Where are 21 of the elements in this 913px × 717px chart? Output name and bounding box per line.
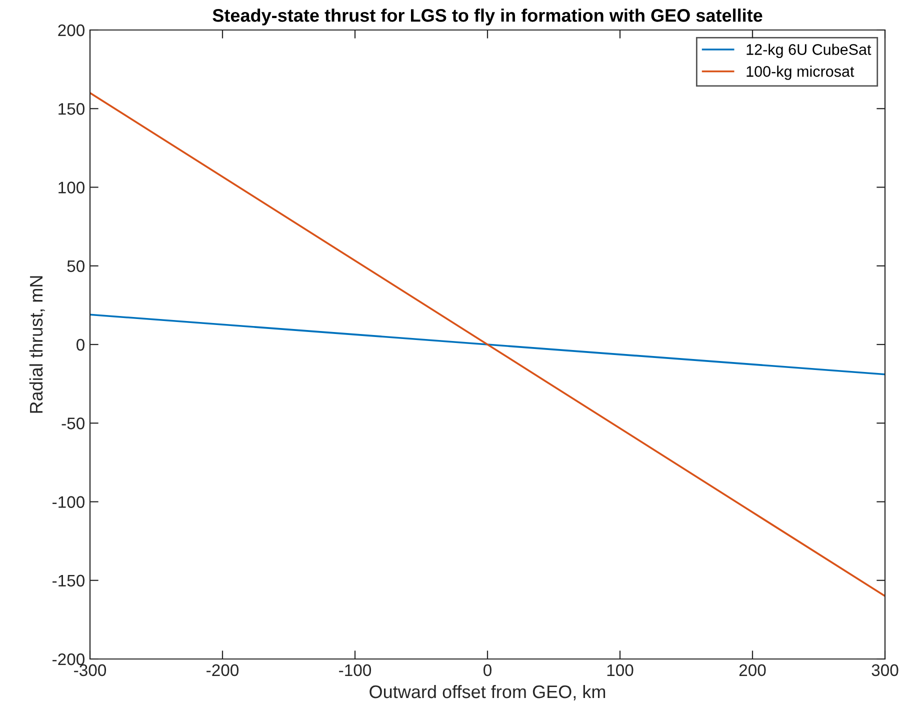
y-tick-label: -150	[52, 574, 84, 587]
x-tick-label: -200	[206, 664, 239, 676]
y-tick-label: -100	[52, 496, 84, 508]
x-tick-label: -300	[74, 664, 106, 676]
x-tick-label: -100	[339, 664, 372, 676]
x-tick-label: 0	[484, 664, 492, 676]
y-axis-title: Radial thrust, mN	[29, 276, 45, 413]
y-tick-label: 150	[58, 103, 84, 115]
legend-label: 100-kg microsat	[746, 66, 854, 80]
x-axis-title: Outward offset from GEO, km	[370, 684, 606, 700]
y-tick-label: -200	[52, 653, 84, 666]
y-tick-label: 100	[58, 182, 84, 194]
x-tick-label: 200	[739, 664, 766, 676]
y-tick-label: -50	[62, 418, 84, 430]
y-tick-label: 0	[76, 338, 84, 351]
x-tick-label: 300	[872, 664, 898, 676]
y-tick-label: 200	[58, 24, 84, 36]
x-tick-label: 100	[607, 664, 634, 676]
chart-title: Steady-state thrust for LGS to fly in formation with GEO satellite	[212, 8, 762, 26]
y-tick-label: 50	[67, 260, 84, 272]
legend-label: 12-kg 6U CubeSat	[746, 44, 872, 58]
